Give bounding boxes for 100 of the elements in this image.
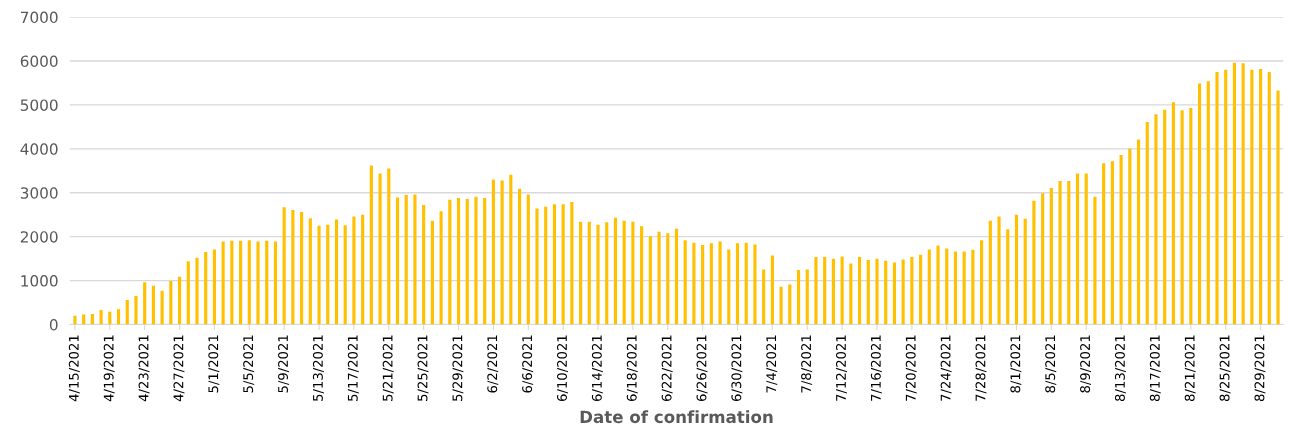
bar — [709, 243, 713, 325]
bar — [1189, 107, 1193, 325]
y-tick-label: 7000 — [20, 11, 58, 24]
x-axis-title: Date of confirmation — [580, 410, 773, 424]
bar — [953, 251, 958, 325]
x-tick-label: 4/27/2021 — [173, 335, 185, 402]
x-tick-label: 4/19/2021 — [103, 335, 115, 402]
bar — [796, 270, 801, 325]
bar — [1110, 161, 1114, 325]
bar — [674, 228, 679, 325]
bar — [892, 262, 896, 325]
x-tick-label: 6/6/2021 — [522, 335, 534, 393]
bar — [1145, 122, 1149, 325]
bar — [422, 205, 426, 325]
bar — [1058, 180, 1062, 325]
x-tick-label: 7/24/2021 — [940, 335, 952, 401]
bar — [1032, 200, 1036, 325]
bar — [1180, 110, 1184, 325]
bar — [666, 233, 670, 325]
bar — [988, 220, 992, 325]
x-tick-label: 6/22/2021 — [661, 335, 673, 401]
bar — [788, 284, 792, 325]
bar — [282, 207, 286, 325]
x-tick-label: 5/17/2021 — [347, 335, 359, 401]
y-tick-label: 4000 — [20, 143, 58, 155]
x-tick-label: 5/21/2021 — [382, 335, 394, 401]
bar — [186, 261, 190, 325]
bar — [683, 240, 687, 325]
x-tick-label: 8/5/2021 — [1045, 335, 1057, 393]
bar — [430, 220, 434, 325]
bar — [1250, 69, 1254, 325]
x-tick-label: 8/1/2021 — [1010, 335, 1022, 393]
bar — [1163, 109, 1167, 325]
bar — [735, 243, 740, 325]
bar — [239, 240, 243, 325]
bar — [657, 231, 661, 325]
x-tick-label: 8/29/2021 — [1254, 335, 1266, 401]
bar — [919, 254, 923, 325]
bar — [483, 198, 487, 325]
bar — [99, 310, 103, 325]
bar — [744, 242, 748, 325]
bar — [195, 257, 199, 325]
x-tick-label: 6/10/2021 — [557, 335, 569, 401]
bar — [1128, 148, 1132, 325]
bar — [1267, 71, 1271, 325]
bar — [1102, 163, 1106, 325]
bar — [491, 179, 495, 325]
bar — [762, 269, 766, 325]
bar — [343, 225, 347, 325]
bar — [177, 276, 182, 325]
bar — [1093, 196, 1097, 325]
bar — [474, 196, 478, 325]
bar — [212, 249, 216, 325]
bar — [413, 194, 417, 325]
bar — [910, 256, 914, 325]
bar — [831, 258, 835, 325]
x-tick-label: 8/17/2021 — [1149, 335, 1161, 401]
x-tick-label: 7/20/2021 — [905, 335, 917, 401]
x-tick-label: 6/14/2021 — [591, 335, 603, 401]
bar — [151, 285, 155, 325]
x-tick-label: 7/8/2021 — [801, 335, 813, 393]
x-tick-label: 8/21/2021 — [1184, 335, 1196, 401]
bar — [770, 255, 774, 325]
bar — [352, 216, 356, 325]
bar — [927, 249, 931, 325]
bar — [596, 224, 600, 325]
bar — [317, 225, 321, 325]
y-tick-label: 2000 — [20, 231, 58, 243]
bar — [108, 311, 112, 325]
bar — [701, 245, 705, 325]
bar — [1197, 83, 1202, 325]
x-tick-label: 6/18/2021 — [626, 335, 638, 401]
bar — [143, 282, 147, 325]
bar — [204, 252, 208, 325]
bar — [395, 197, 400, 325]
bar — [73, 315, 77, 325]
bar — [570, 201, 574, 325]
bar — [587, 221, 591, 325]
bar — [125, 299, 129, 325]
bar — [971, 249, 975, 325]
bar — [378, 173, 382, 325]
bar — [631, 221, 635, 325]
bar — [265, 240, 269, 325]
bar — [1215, 71, 1219, 325]
bar — [526, 194, 530, 325]
x-tick-label: 4/23/2021 — [138, 335, 150, 402]
x-tick-label: 5/29/2021 — [452, 335, 464, 401]
bar — [291, 209, 295, 325]
x-tick-label: 5/9/2021 — [278, 335, 290, 393]
bar — [369, 165, 373, 325]
x-tick-label: 7/12/2021 — [835, 335, 847, 401]
bar — [361, 214, 365, 325]
bar — [509, 174, 513, 325]
bar — [840, 256, 844, 325]
bar — [692, 242, 696, 325]
bar — [1136, 139, 1141, 325]
bar — [448, 199, 452, 325]
bar — [875, 258, 879, 325]
bar — [823, 256, 827, 325]
x-tick-label: 5/13/2021 — [312, 335, 324, 401]
